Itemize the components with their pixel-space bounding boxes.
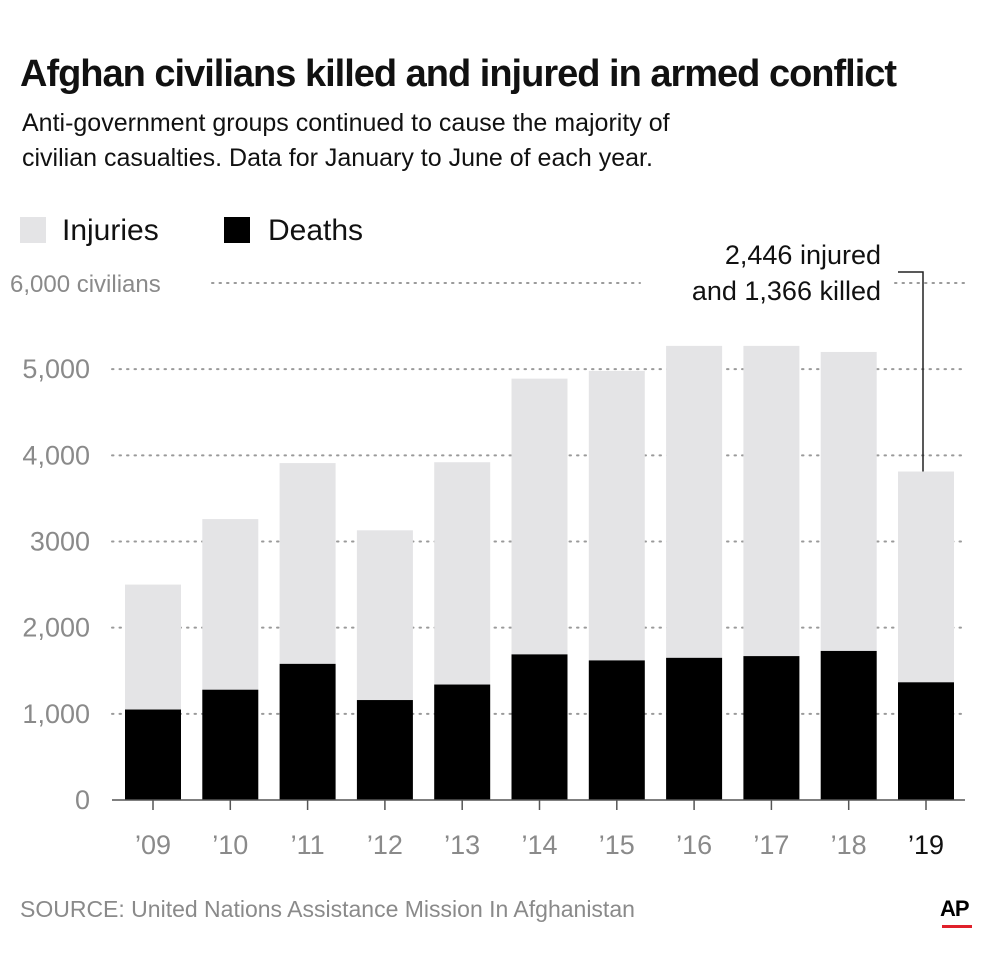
annotation-text: 2,446 injured <box>725 240 881 270</box>
y-axis: 0 1,000 2,000 3000 4,000 5,000 6,000 civilians <box>10 271 161 815</box>
x-tick-label: ’11 <box>291 830 325 860</box>
ap-logo: AP <box>940 896 976 932</box>
bar-deaths <box>898 682 954 800</box>
annotation-text: and 1,366 killed <box>692 276 881 306</box>
y-tick-label: 2,000 <box>22 613 90 643</box>
bar-deaths <box>511 654 568 800</box>
legend-item-deaths: Deaths <box>224 212 404 252</box>
bar-injuries <box>125 584 181 710</box>
bar-deaths <box>202 689 259 800</box>
y-tick-label: 1,000 <box>22 699 90 729</box>
bar-injuries <box>511 378 568 655</box>
y-tick-label: 6,000 civilians <box>10 271 161 298</box>
bar-injuries <box>743 345 800 657</box>
x-tick-label: ’17 <box>753 830 789 860</box>
bar-deaths <box>434 684 491 800</box>
legend-swatch-deaths <box>224 217 250 243</box>
y-tick-label: 4,000 <box>22 440 90 470</box>
x-tick-label: ’10 <box>212 830 248 860</box>
bar-deaths <box>820 650 877 800</box>
legend-label-injuries: Injuries <box>62 214 159 247</box>
bar-injuries <box>666 345 723 658</box>
legend-swatch-injuries <box>20 217 46 243</box>
chart-title: Afghan civilians killed and injured in a… <box>20 53 897 95</box>
source-note: SOURCE: United Nations Assistance Missio… <box>20 896 635 922</box>
stacked-bar-chart: 0 1,000 2,000 3000 4,000 5,000 6,000 civilians… <box>10 240 966 860</box>
bar-injuries <box>434 462 491 685</box>
bar-deaths <box>279 663 336 800</box>
x-tick-label: ’15 <box>599 830 635 860</box>
bars <box>125 345 954 800</box>
bar-injuries <box>820 351 877 651</box>
x-tick-label: ’18 <box>831 830 867 860</box>
y-tick-label: 5,000 <box>22 354 90 384</box>
bar-deaths <box>588 660 645 800</box>
x-tick-label: ’12 <box>367 830 403 860</box>
x-tick-label: ’16 <box>676 830 712 860</box>
x-tick-label: ’09 <box>135 830 171 860</box>
annotation-leader-line <box>898 271 924 472</box>
x-tick-label: ’14 <box>521 830 557 860</box>
bar-injuries <box>279 463 336 664</box>
bar-deaths <box>743 656 800 800</box>
y-tick-label: 3000 <box>30 527 90 557</box>
legend-item-injuries: Injuries <box>20 212 200 252</box>
chart-subtitle: Anti-government groups continued to caus… <box>22 109 670 172</box>
y-tick-label: 0 <box>75 785 90 815</box>
ap-logo-underline <box>942 925 972 928</box>
bar-deaths <box>666 657 723 800</box>
x-tick-label: ’19 <box>908 830 944 860</box>
bar-injuries <box>898 471 954 683</box>
bar-injuries <box>356 530 413 701</box>
bar-injuries <box>202 519 259 690</box>
bar-injuries <box>588 370 645 661</box>
bar-deaths <box>356 700 413 800</box>
ap-logo-text: AP <box>940 896 970 921</box>
x-tick-label: ’13 <box>444 830 480 860</box>
x-axis: ’09 ’10 ’11 ’12 ’13 ’14 ’15 ’16 ’17 ’18 ’19 <box>112 799 965 860</box>
annotation: 2,446 injured and 1,366 killed <box>692 240 924 472</box>
legend-label-deaths: Deaths <box>268 214 364 247</box>
bar-deaths <box>125 709 181 800</box>
